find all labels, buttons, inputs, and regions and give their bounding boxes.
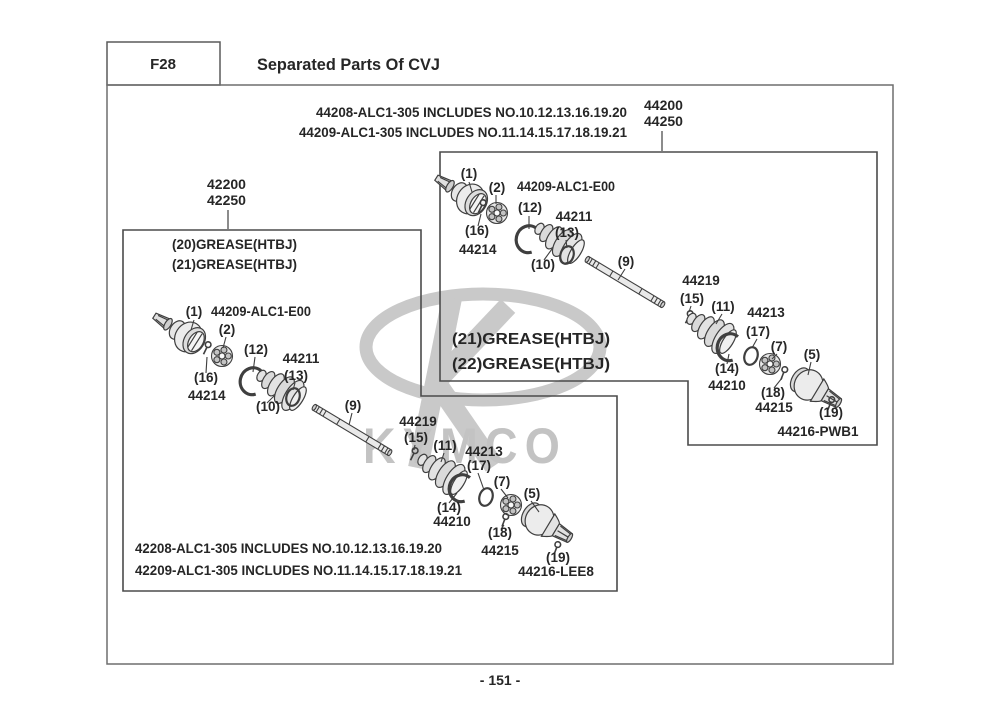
part-spider-bearing [210, 344, 234, 368]
left-leader-lines [190, 319, 540, 530]
part-ref-label: (19) [819, 405, 843, 420]
part-ref-label: (17) [467, 458, 491, 473]
part-ref-label: (5) [804, 347, 821, 362]
right-assembly-box [439, 151, 878, 446]
grease-note: (20)GREASE(HTBJ) [172, 236, 297, 252]
part-ref-label: (2) [219, 322, 236, 337]
part-ref-label: (9) [618, 254, 635, 269]
part-ref-label: (17) [746, 324, 770, 339]
group-code: 42200 [207, 176, 246, 192]
right-group-code: 44200 44250 [644, 97, 683, 151]
part-ref-label: (10) [531, 257, 555, 272]
right-assembly-labels: (21)GREASE(HTBJ) (22)GREASE(HTBJ) (1) (2… [452, 166, 859, 439]
part-code-label: 44211 [556, 209, 593, 224]
part-spider-bearing [485, 201, 509, 225]
left-assembly-box [122, 229, 618, 592]
part-code-label: 44213 [465, 444, 503, 459]
left-group-code: 42200 42250 [207, 176, 246, 229]
part-spider-bearing [758, 352, 782, 376]
group-code: 44250 [644, 113, 683, 129]
part-ref-label: (9) [345, 398, 362, 413]
part-code-label: 44215 [481, 543, 519, 558]
part-ref-label: (16) [465, 223, 489, 238]
part-ref-label: (5) [524, 486, 541, 501]
page-title: Separated Parts Of CVJ [257, 56, 440, 74]
part-code-label: 44209-ALC1-E00 [517, 179, 615, 194]
part-code-label: 44213 [747, 305, 785, 320]
part-code-label: 44210 [708, 378, 746, 393]
part-ref-label: (16) [194, 370, 218, 385]
part-code-label: 44215 [755, 400, 793, 415]
page-header: F28 Separated Parts Of CVJ [106, 41, 440, 86]
part-ref-label: (19) [546, 550, 570, 565]
part-code-label: 44214 [188, 388, 226, 403]
header-code-box [106, 41, 221, 86]
top-includes-notes: 44208-ALC1-305 INCLUDES NO.10.12.13.16.1… [299, 104, 627, 140]
part-code-label: 44219 [682, 273, 720, 288]
part-spider-bearing [499, 493, 523, 517]
part-ref-label: (7) [494, 474, 511, 489]
kymco-watermark: KYMCO [359, 287, 607, 474]
grease-note: (21)GREASE(HTBJ) [452, 331, 610, 348]
part-code-label: 44209-ALC1-E00 [211, 304, 311, 319]
part-ref-label: (15) [404, 430, 428, 445]
part-code-label: 44216-LEE8 [518, 564, 594, 579]
left-assembly-labels: (20)GREASE(HTBJ) (21)GREASE(HTBJ) (1) 44… [135, 236, 594, 579]
part-code-label: 44211 [283, 351, 320, 366]
group-code: 42250 [207, 192, 246, 208]
part-ref-label: (1) [186, 304, 203, 319]
part-ref-label: (13) [555, 225, 579, 240]
part-ref-label: (14) [437, 500, 461, 515]
part-ref-label: (11) [433, 438, 456, 453]
page-code: F28 [150, 56, 176, 73]
part-ref-label: (11) [711, 299, 734, 314]
grease-note: (21)GREASE(HTBJ) [172, 256, 297, 272]
part-ref-label: (14) [715, 361, 739, 376]
part-ref-label: (15) [680, 291, 704, 306]
part-ref-label: (18) [761, 385, 785, 400]
part-code-label: 44219 [399, 414, 437, 429]
main-border [106, 84, 894, 665]
part-ref-label: (13) [284, 368, 308, 383]
part-ref-label: (2) [489, 180, 506, 195]
part-ref-label: (12) [518, 200, 542, 215]
part-ref-label: (18) [488, 525, 512, 540]
part-ref-label: (12) [244, 342, 268, 357]
includes-note: 42208-ALC1-305 INCLUDES NO.10.12.13.16.1… [135, 540, 442, 556]
right-leader-lines [468, 181, 812, 389]
includes-note: 42209-ALC1-305 INCLUDES NO.11.14.15.17.1… [135, 562, 462, 578]
includes-note: 44209-ALC1-305 INCLUDES NO.11.14.15.17.1… [299, 124, 627, 140]
part-code-label: 44210 [433, 514, 471, 529]
group-code: 44200 [644, 97, 683, 113]
page-number: - 151 - [480, 672, 521, 688]
part-code-label: 44216-PWB1 [777, 424, 859, 439]
watermark-ellipse [359, 287, 607, 407]
grease-note: (22)GREASE(HTBJ) [452, 356, 610, 373]
includes-note: 44208-ALC1-305 INCLUDES NO.10.12.13.16.1… [316, 104, 627, 120]
part-ref-label: (1) [461, 166, 478, 181]
part-ref-label: (7) [771, 339, 788, 354]
part-code-label: 44214 [459, 242, 497, 257]
part-ref-label: (10) [256, 399, 280, 414]
